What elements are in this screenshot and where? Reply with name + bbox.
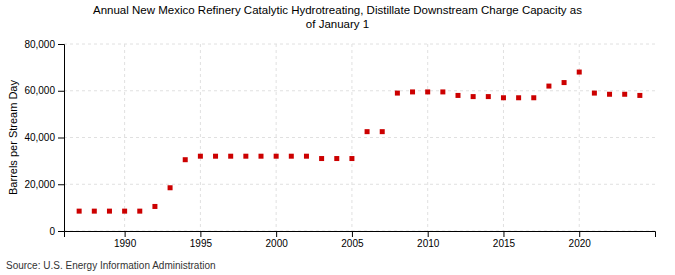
point [516,95,521,100]
point [334,156,339,161]
axis-line [58,45,65,232]
point [259,154,264,159]
grid-line-y [64,44,655,45]
tick: 0 [49,226,64,237]
tick-label: 40,000 [24,132,55,143]
point [531,95,536,100]
tick: 2015 [493,231,516,249]
tick-label: 2005 [341,238,364,249]
tick: 2020 [569,231,592,249]
point [365,129,370,134]
point [380,129,385,134]
y-axis-label: Barrels per Stream Day [7,80,19,195]
point [501,95,506,100]
point [456,93,461,98]
tick-mark [352,231,353,237]
tick-mark [276,231,277,237]
point [577,70,582,75]
point [440,89,445,94]
axis-line [65,232,656,238]
plot-area: 1990 1995 2000 2005 2010 2015 2020 0 20,000 40,00… [24,39,655,249]
chart-container: 1990 1995 2000 2005 2010 2015 2020 0 20,000 40,00… [0,0,675,275]
point [319,156,324,161]
grid [64,44,655,231]
grid-line-x [124,44,125,231]
source: Source: U.S. Energy Information Administ… [6,260,216,271]
point [243,154,248,159]
point [410,89,415,94]
point [289,154,294,159]
point [77,209,82,214]
grid-line-y [64,184,655,185]
tick-label: 1995 [190,238,213,249]
point [198,154,203,159]
point [228,154,233,159]
point [607,92,612,97]
tick-label: 2010 [417,238,440,249]
tick-label: 80,000 [24,39,55,50]
point [213,154,218,159]
point [546,84,551,89]
point [304,154,309,159]
point [592,91,597,96]
tick-mark [58,231,64,232]
grid-line-x [351,44,352,231]
point [395,91,400,96]
grid-line-x [503,44,504,231]
title: Annual New Mexico Refinery Catalytic Hyd… [93,4,582,30]
tick-mark [58,91,64,92]
point [622,92,627,97]
tick: 2000 [266,231,289,249]
title-line: Annual New Mexico Refinery Catalytic Hyd… [93,4,582,16]
tick: 60,000 [24,85,64,96]
point [122,209,127,214]
tick-label: 2015 [493,238,516,249]
grid-line-y [64,90,655,91]
grid-line-x [427,44,428,231]
point [637,93,642,98]
tick-label: 0 [49,226,55,237]
point [471,94,476,99]
point [486,94,491,99]
tick-label: 2000 [266,238,289,249]
chart-svg: 1990 1995 2000 2005 2010 2015 2020 0 20,000 40,00… [0,0,675,275]
point [92,209,97,214]
tick-mark [200,231,201,237]
tick: 1995 [190,231,213,249]
tick-label: 2020 [569,238,592,249]
point [562,80,567,85]
point [183,157,188,162]
tick-label: 1990 [114,238,137,249]
tick: 2010 [417,231,440,249]
tick-label: 60,000 [24,85,55,96]
grid-line-x [200,44,201,231]
x-axis: 1990 1995 2000 2005 2010 2015 2020 [65,231,656,249]
point [349,156,354,161]
tick-mark [58,184,64,185]
tick-label: 20,000 [24,179,55,190]
grid-line-x [276,44,277,231]
tick-mark [579,231,580,237]
tick: 80,000 [24,39,64,50]
point [137,209,142,214]
point [425,89,430,94]
tick-mark [125,231,126,237]
y-axis: 0 20,000 40,000 60,000 80,000 [24,39,64,237]
grid-line-y [64,137,655,138]
tick: 1990 [114,231,137,249]
point [274,154,279,159]
tick-mark [58,138,64,139]
point [107,209,112,214]
tick-mark [58,44,64,45]
tick: 40,000 [24,132,64,143]
tick-mark [503,231,504,237]
tick-mark [428,231,429,237]
tick: 2005 [341,231,364,249]
tick: 20,000 [24,179,64,190]
point [168,185,173,190]
marks [77,70,643,214]
point [152,204,157,209]
title-line: of January 1 [306,18,369,30]
